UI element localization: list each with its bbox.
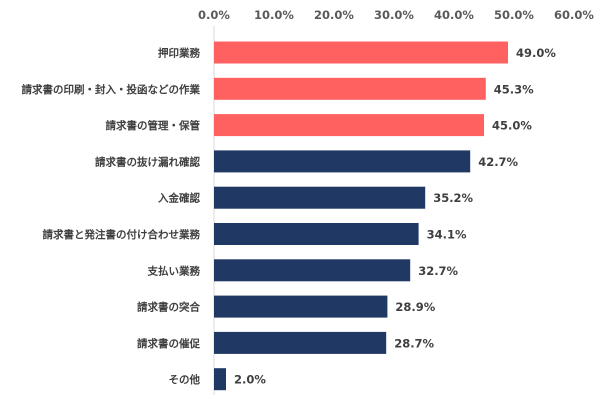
- category-label: 請求書の管理・保管: [106, 119, 201, 132]
- bars: [214, 41, 508, 391]
- bar: [214, 186, 426, 209]
- data-label: 28.9%: [395, 300, 435, 314]
- bar: [214, 368, 226, 391]
- category-label: 押印業務: [158, 47, 200, 60]
- x-tick-label: 50.0%: [494, 8, 534, 22]
- data-labels: 49.0% 45.3% 45.0% 42.7% 35.2% 34.1% 32.7% 28.9%…: [234, 46, 556, 387]
- data-label: 45.0%: [492, 119, 532, 133]
- x-tick-label: 10.0%: [254, 8, 294, 22]
- x-tick-label: 30.0%: [374, 8, 414, 22]
- category-labels: 押印業務請求書の印刷・封入・投函などの作業請求書の管理・保管請求書の抜け漏れ確認…: [22, 47, 201, 387]
- bar: [214, 150, 471, 173]
- bar: [214, 77, 486, 100]
- x-tick-label: 60.0%: [554, 8, 594, 22]
- x-tick-label: 40.0%: [434, 8, 474, 22]
- x-axis-ticks: 0.0% 10.0% 20.0% 30.0% 40.0% 50.0% 60.0%: [198, 8, 594, 22]
- category-label: 請求書の突合: [137, 301, 200, 314]
- bar: [214, 295, 388, 318]
- category-label: 支払い業務: [147, 264, 201, 277]
- category-label: 請求書の抜け漏れ確認: [95, 155, 200, 168]
- bar: [214, 114, 484, 137]
- data-label: 45.3%: [494, 82, 534, 96]
- data-label: 35.2%: [433, 191, 473, 205]
- bar: [214, 259, 411, 282]
- data-label: 28.7%: [394, 336, 434, 350]
- x-tick-label: 20.0%: [314, 8, 354, 22]
- bar: [214, 331, 387, 354]
- data-label: 49.0%: [516, 46, 556, 60]
- data-label: 32.7%: [418, 264, 458, 278]
- category-label: 請求書の催促: [137, 337, 200, 350]
- category-label: その他: [169, 373, 201, 386]
- bar: [214, 223, 419, 245]
- category-label: 請求書の印刷・封入・投函などの作業: [22, 83, 201, 96]
- category-label: 入金確認: [158, 192, 200, 205]
- data-label: 42.7%: [478, 155, 518, 169]
- category-label: 請求書と発注書の付け合わせ業務: [43, 228, 201, 241]
- bar: [214, 41, 508, 64]
- data-label: 34.1%: [427, 228, 467, 242]
- x-tick-label: 0.0%: [198, 8, 230, 22]
- data-label: 2.0%: [234, 373, 266, 387]
